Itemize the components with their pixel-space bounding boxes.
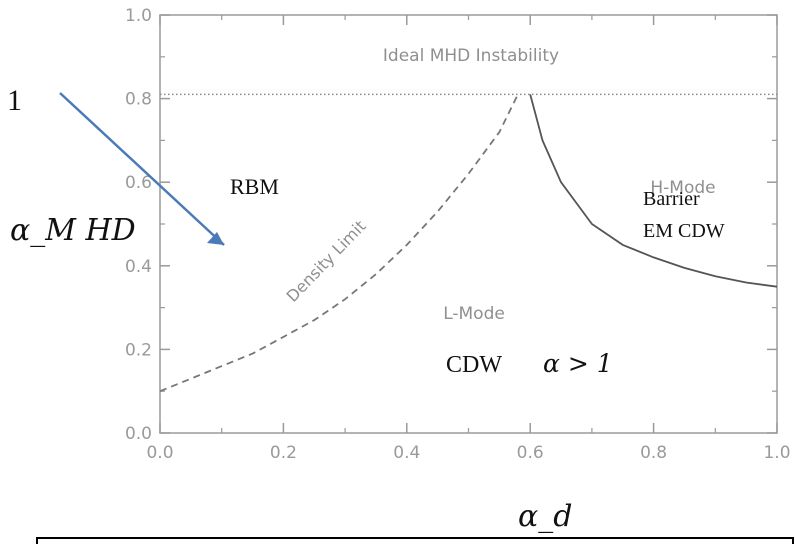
annotation-left-fragment: 1 xyxy=(7,84,22,117)
y-tick-label: 0.6 xyxy=(125,173,152,193)
annotation-density-limit: Density Limit xyxy=(283,217,370,306)
annotation-h-mode: H-Mode xyxy=(650,178,715,198)
x-tick-label: 0.4 xyxy=(393,443,420,463)
y-tick-label: 0.0 xyxy=(125,424,152,444)
series-line-solid xyxy=(529,94,778,288)
annotation-alpha-condition: α > 1 xyxy=(543,349,613,378)
annotation-cdw: CDW xyxy=(446,352,502,378)
x-axis-label: α_d xyxy=(518,499,572,534)
x-tick-label: 1.0 xyxy=(763,443,790,463)
annotation-arrow xyxy=(59,92,225,246)
y-tick-label: 1.0 xyxy=(125,6,152,26)
annotation-l-mode: L-Mode xyxy=(443,304,505,324)
caption-box-edge xyxy=(36,537,794,544)
y-tick-label: 0.2 xyxy=(125,340,152,360)
annotation-rbm: RBM xyxy=(230,174,279,199)
annotation-barrier: Barrier xyxy=(643,188,700,210)
x-tick-label: 0.8 xyxy=(640,443,667,463)
y-axis-label: α_M HD xyxy=(10,213,136,248)
x-tick-label: 0.2 xyxy=(270,443,297,463)
series-line-dashed xyxy=(159,94,519,393)
arrow-head-icon xyxy=(207,232,224,245)
x-tick-label: 0.6 xyxy=(517,443,544,463)
x-tick-label: 0.0 xyxy=(146,443,173,463)
y-tick-label: 0.8 xyxy=(125,90,152,110)
annotation-ideal-mhd: Ideal MHD Instability xyxy=(383,46,559,66)
y-tick-label: 0.4 xyxy=(125,257,152,277)
annotation-em-cdw: EM CDW xyxy=(643,220,725,242)
